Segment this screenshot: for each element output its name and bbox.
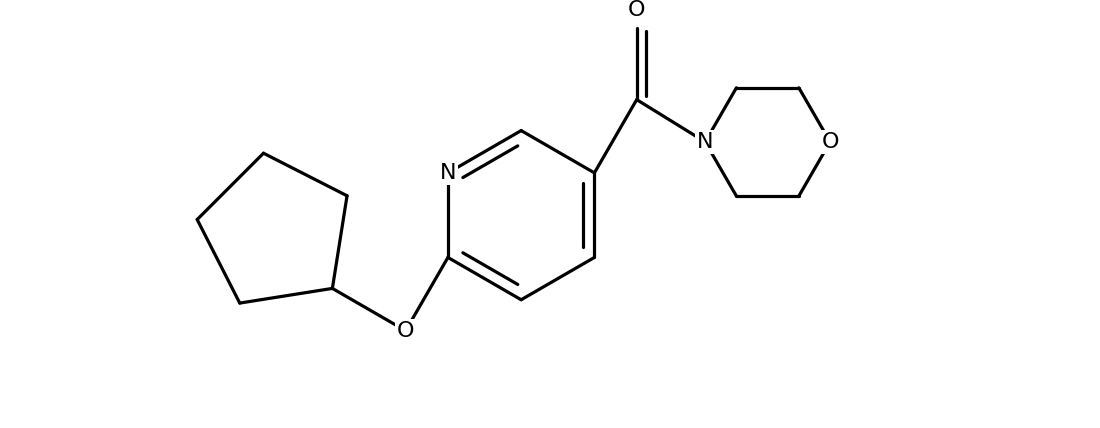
Text: O: O bbox=[397, 321, 415, 341]
Text: N: N bbox=[697, 132, 714, 152]
Text: O: O bbox=[628, 0, 646, 21]
Text: N: N bbox=[440, 163, 456, 183]
Text: O: O bbox=[822, 132, 839, 152]
